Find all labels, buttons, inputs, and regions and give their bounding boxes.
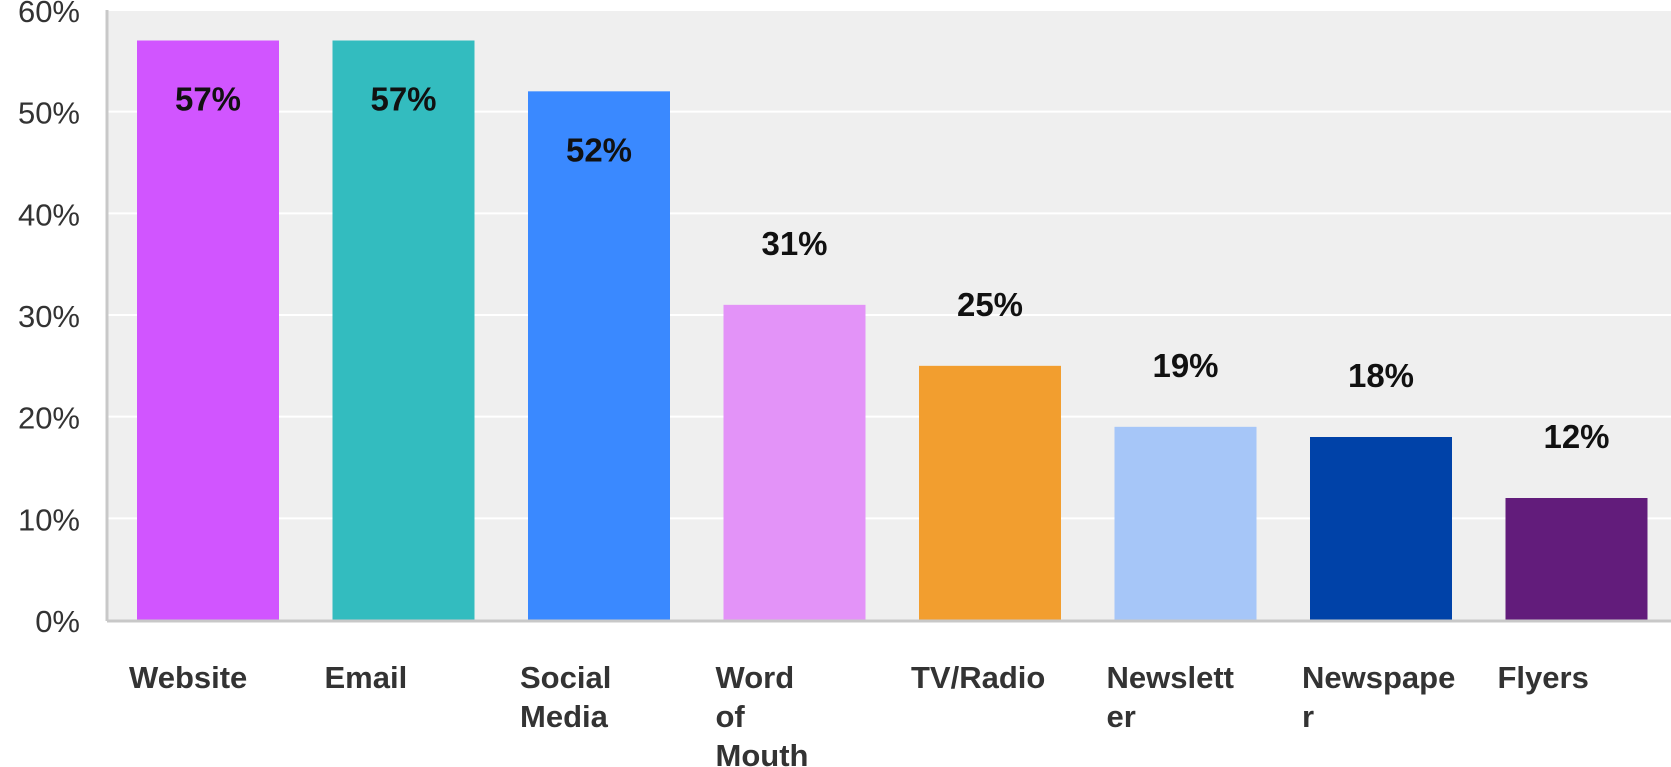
x-category-label: Newspape r [1302,660,1455,734]
data-labels: 57% 57% 52% 31% 25% 19% 18% 12% [175,81,1610,456]
bar-newspaper [1310,437,1452,620]
data-label: 19% [1152,347,1218,384]
y-tick-label: 50% [18,96,80,131]
x-category-label: Website [129,660,247,695]
bars [137,40,1648,621]
y-tick-label: 30% [18,299,80,334]
x-category-label: TV/Radio [911,660,1045,695]
category-labels: Website Email Social Media Word of Mouth TV/Rad… [129,660,1589,767]
x-category-label: Flyers [1498,660,1589,695]
bar-social-media [528,91,670,621]
y-tick-label: 0% [35,604,80,639]
data-label: 52% [566,131,632,168]
y-tick-label: 10% [18,502,80,537]
y-tick-label: 60% [18,0,80,29]
data-label: 18% [1348,357,1414,394]
data-label: 12% [1543,418,1609,455]
data-label: 57% [175,81,241,118]
y-axis-ticks: 0% 10% 20% 30% 40% 50% 60% [18,0,80,639]
bar-tv-radio [919,365,1061,620]
x-category-label: Word of Mouth [716,660,809,767]
bar-email [332,40,475,620]
data-label: 31% [761,225,827,262]
bar-newsletter [1114,426,1257,620]
y-tick-label: 40% [18,197,80,232]
data-label: 25% [957,286,1023,323]
data-label: 57% [370,81,436,118]
bar-flyers [1505,498,1648,620]
axes [105,10,1671,623]
bar-website [137,40,279,620]
x-category-label: Newslett er [1107,660,1234,734]
x-category-label: Email [325,660,408,695]
y-tick-label: 20% [18,401,80,436]
bar-word-of-mouth [723,304,866,620]
x-category-label: Social Media [520,660,611,734]
